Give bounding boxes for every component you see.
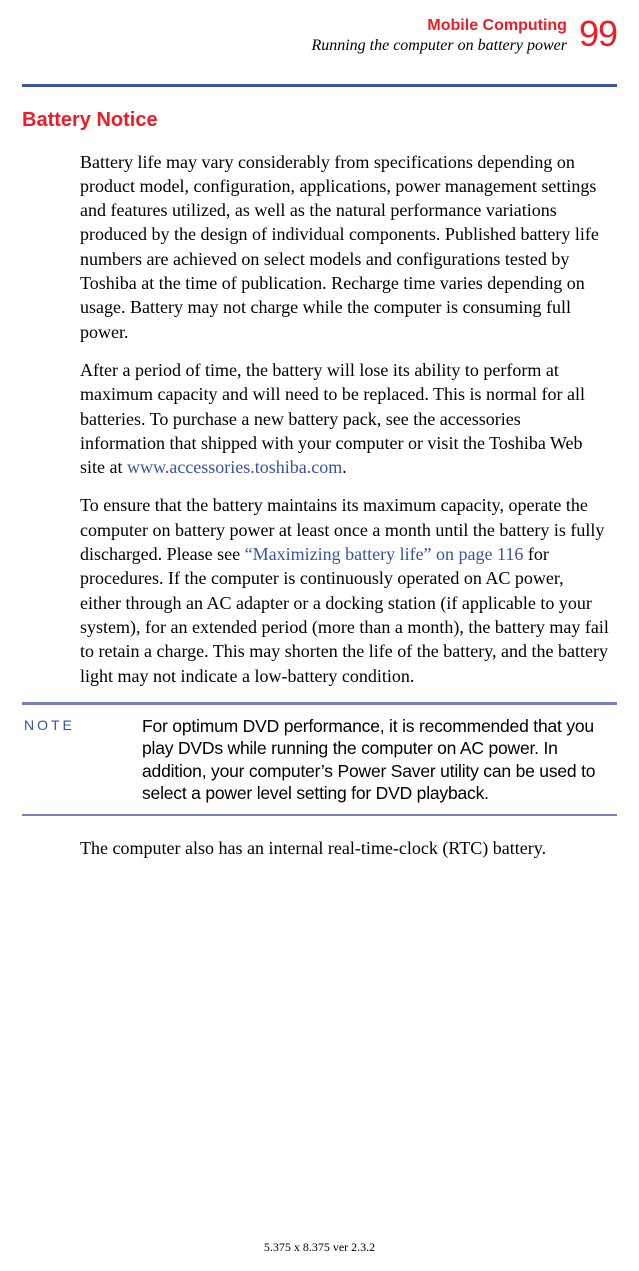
note-row: NOTE For optimum DVD performance, it is …	[22, 715, 617, 805]
page-footer: 5.375 x 8.375 ver 2.3.2	[0, 1240, 639, 1255]
header-text-block: Mobile Computing Running the computer on…	[311, 16, 567, 58]
note-label: NOTE	[22, 715, 142, 733]
note-text: For optimum DVD performance, it is recom…	[142, 715, 617, 805]
paragraph-rtc: The computer also has an internal real-t…	[80, 836, 609, 860]
body-column: Battery life may vary considerably from …	[80, 150, 609, 688]
paragraph-3b: for procedures. If the computer is conti…	[80, 544, 609, 685]
chapter-subtitle: Running the computer on battery power	[311, 35, 567, 57]
note-rule-top	[22, 702, 617, 705]
document-page: Mobile Computing Running the computer on…	[0, 0, 639, 1271]
header-rule	[22, 84, 617, 87]
page-number: 99	[579, 16, 617, 52]
paragraph-3: To ensure that the battery maintains its…	[80, 493, 609, 687]
page-header: Mobile Computing Running the computer on…	[22, 12, 617, 58]
note-block: NOTE For optimum DVD performance, it is …	[22, 702, 617, 817]
accessories-link[interactable]: www.accessories.toshiba.com	[127, 457, 342, 477]
cross-ref-link[interactable]: “Maximizing battery life” on page 116	[245, 544, 524, 564]
chapter-title: Mobile Computing	[311, 16, 567, 35]
note-rule-bottom	[22, 814, 617, 816]
paragraph-2b: .	[342, 457, 347, 477]
paragraph-1: Battery life may vary considerably from …	[80, 150, 609, 344]
section-heading: Battery Notice	[22, 109, 617, 132]
after-note-block: The computer also has an internal real-t…	[80, 836, 609, 860]
paragraph-2: After a period of time, the battery will…	[80, 358, 609, 479]
